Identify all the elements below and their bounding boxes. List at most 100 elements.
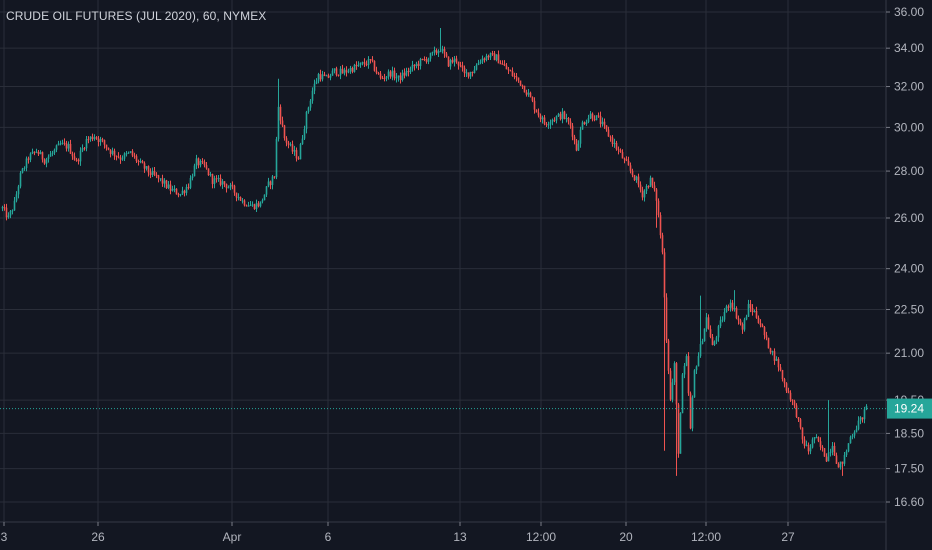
candle-down xyxy=(781,369,784,382)
candle-up xyxy=(849,435,852,444)
candle-down xyxy=(833,442,836,457)
candle-down xyxy=(203,159,206,168)
candle-down xyxy=(629,162,632,174)
candle-down xyxy=(837,462,840,468)
candle-down xyxy=(161,174,164,187)
candle-down xyxy=(513,72,516,80)
candle-down xyxy=(169,180,172,195)
candle-down xyxy=(791,399,794,406)
candle-down xyxy=(599,111,602,128)
candle-up xyxy=(589,111,592,119)
candle-down xyxy=(531,96,534,103)
candle-up xyxy=(189,175,192,190)
candle-down xyxy=(91,133,94,142)
candle-up xyxy=(307,106,310,114)
y-tick-label: 34.00 xyxy=(894,41,924,55)
candle-up xyxy=(541,115,544,124)
candle-up xyxy=(831,441,834,456)
candle-down xyxy=(709,325,712,339)
candle-up xyxy=(209,171,212,177)
candle-down xyxy=(761,323,764,328)
chart-title: CRUDE OIL FUTURES (JUL 2020), 60, NYMEX xyxy=(6,9,267,23)
candle-down xyxy=(137,159,140,166)
candle-down xyxy=(605,125,608,132)
candle-down xyxy=(627,156,630,166)
candle-up xyxy=(433,46,436,56)
candle-down xyxy=(625,156,628,162)
y-tick-label: 28.00 xyxy=(894,164,924,178)
candle-up xyxy=(47,154,50,163)
candle-down xyxy=(119,154,122,164)
candle-up xyxy=(865,404,868,411)
candle-up xyxy=(289,142,292,147)
price-axis[interactable]: 36.00 34.00 32.00 30.00 28.00 26.00 24.00 22.50… xyxy=(886,5,924,509)
candle-down xyxy=(73,152,76,161)
candle-up xyxy=(805,440,808,447)
candle-down xyxy=(659,212,662,239)
candle-up xyxy=(733,290,736,312)
candle-down xyxy=(507,67,510,74)
candle-down xyxy=(535,109,538,113)
candle-down xyxy=(789,390,792,402)
candle-down xyxy=(523,85,526,93)
candle-up xyxy=(555,115,558,124)
candle-down xyxy=(103,139,106,149)
candle-down xyxy=(403,68,406,79)
candle-up xyxy=(697,352,700,367)
candle-down xyxy=(471,71,474,77)
candle-down xyxy=(219,174,222,187)
grid-lines xyxy=(0,0,885,522)
candle-up xyxy=(179,193,182,197)
candle-down xyxy=(107,147,110,151)
candle-up xyxy=(227,185,230,189)
candle-down xyxy=(183,189,186,197)
candle-down xyxy=(351,66,354,74)
candle-up xyxy=(845,449,848,457)
candle-up xyxy=(265,186,268,197)
candle-up xyxy=(847,443,850,453)
candle-down xyxy=(575,138,578,152)
candle-down xyxy=(737,315,740,325)
candle-up xyxy=(359,62,362,68)
candle-up xyxy=(703,328,706,342)
candle-up xyxy=(853,430,856,439)
candle-down xyxy=(619,148,622,153)
x-tick-label: Apr xyxy=(223,530,242,544)
candle-up xyxy=(495,54,498,62)
candle-up xyxy=(7,212,10,219)
candle-up xyxy=(331,68,334,76)
candle-up xyxy=(361,61,364,66)
candle-down xyxy=(95,136,98,140)
candle-up xyxy=(469,71,472,80)
candle-up xyxy=(695,365,698,374)
candle-up xyxy=(271,174,274,190)
candle-down xyxy=(223,181,226,188)
candle-down xyxy=(545,122,548,127)
candle-down xyxy=(381,75,384,80)
candle-down xyxy=(231,181,234,190)
candle-down xyxy=(641,186,644,201)
candle-up xyxy=(409,66,412,75)
y-tick-label: 17.50 xyxy=(894,462,924,476)
candle-up xyxy=(473,66,476,74)
y-tick-label: 26.00 xyxy=(894,211,924,225)
candle-down xyxy=(377,71,380,75)
candle-up xyxy=(321,70,324,82)
candle-up xyxy=(247,201,250,207)
candle-up xyxy=(649,175,652,188)
candle-down xyxy=(279,104,282,125)
candle-up xyxy=(441,45,444,54)
candle-up xyxy=(843,452,846,467)
candle-down xyxy=(5,203,8,221)
time-axis[interactable]: 3 26 Apr 6 13 12:00 20 12:00 27 xyxy=(1,522,795,544)
candle-up xyxy=(721,316,724,323)
candle-up xyxy=(547,121,550,129)
candle-down xyxy=(735,306,738,320)
candle-up xyxy=(79,147,82,166)
candle-down xyxy=(71,151,74,160)
candle-up xyxy=(305,110,308,134)
candle-up xyxy=(303,125,306,140)
candle-down xyxy=(553,117,556,123)
